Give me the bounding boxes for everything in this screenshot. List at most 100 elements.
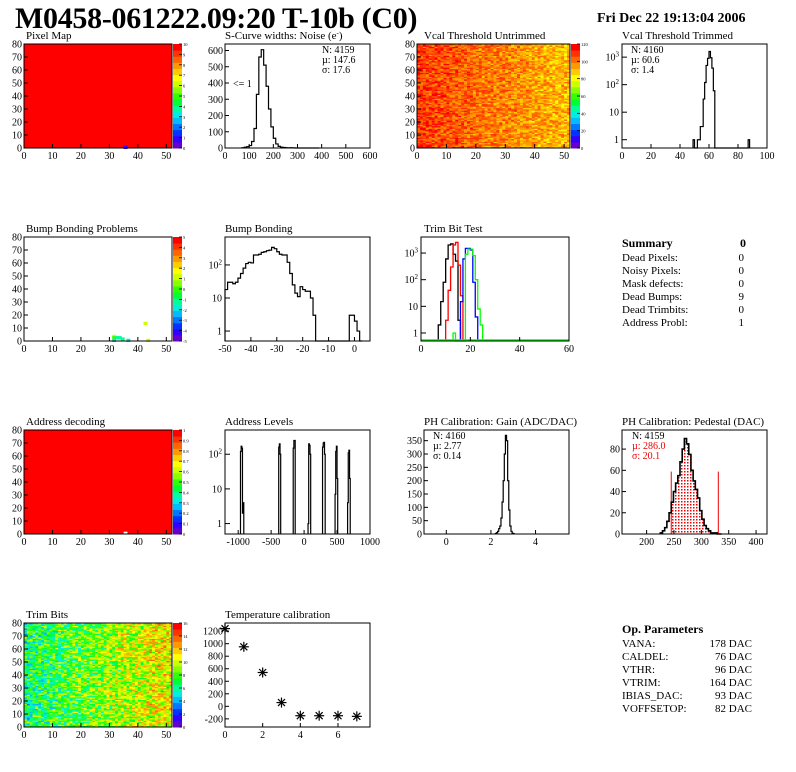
colorbar-swatch: [173, 485, 182, 492]
x-tick-label: 60: [564, 344, 574, 355]
y-tick-label: 20: [12, 311, 22, 322]
y-tick-label: 350: [407, 436, 422, 447]
x-tick-label: 40: [675, 151, 685, 162]
plot-frame: [24, 237, 172, 341]
colorbar-swatch: [173, 117, 182, 124]
y-tick-label: 100: [407, 503, 422, 514]
y-tick-label: 20: [12, 504, 22, 515]
x-tick-label: 350: [721, 537, 736, 548]
y-tick-label: 10: [12, 324, 22, 335]
colorbar-tick-label: 9: [183, 52, 186, 57]
y-tick-label: 50: [12, 79, 22, 90]
colorbar-tick-label: 10: [183, 42, 188, 47]
x-tick-label: 10: [47, 344, 57, 355]
x-tick-label: 40: [133, 537, 143, 548]
x-tick-label: 10: [47, 537, 57, 548]
x-tick-label: -20: [296, 344, 309, 355]
plot-title: Vcal Threshold Untrimmed: [424, 30, 546, 42]
colorbar-swatch: [571, 44, 580, 51]
histogram-line: [495, 435, 514, 534]
colorbar-swatch: [173, 448, 182, 455]
x-tick-label: 300: [694, 537, 709, 548]
x-tick-label: 0: [444, 537, 449, 548]
colorbar-swatch: [173, 130, 182, 137]
y-tick-label: 10: [12, 131, 22, 142]
colorbar-swatch: [571, 62, 580, 69]
y-tick-exp: 2: [219, 258, 223, 266]
colorbar-swatch: [173, 454, 182, 461]
colorbar-tick-label: 0: [183, 532, 186, 537]
colorbar-tick-label: 0.9: [183, 438, 189, 443]
colorbar-tick-label: 2: [183, 125, 185, 130]
y-tick-label: 0: [417, 530, 422, 541]
x-tick-label: 20: [646, 151, 656, 162]
y-tick-label: 40: [610, 487, 620, 498]
heatmap-cell: [126, 339, 130, 342]
colorbar-tick-label: 0: [183, 146, 186, 151]
y-tick-label: 80: [12, 426, 22, 437]
x-tick-label: 20: [76, 344, 86, 355]
x-tick-label: 20: [76, 537, 86, 548]
colorbar-tick-label: 0.3: [183, 501, 189, 506]
colorbar-swatch: [571, 75, 580, 82]
x-tick-label: 200: [639, 537, 654, 548]
x-tick-label: 400: [314, 151, 329, 162]
y-tick-label: 20: [405, 118, 415, 129]
colorbar-tick-label: 0.1: [183, 522, 189, 527]
plot-title: Pixel Map: [26, 30, 72, 42]
x-tick-label: 250: [666, 537, 681, 548]
colorbar-swatch: [571, 50, 580, 57]
colorbar-tick-label: 4: [183, 104, 186, 109]
y-tick-label: 1: [217, 519, 222, 530]
colorbar-swatch: [173, 87, 182, 94]
x-tick-label: 30: [104, 344, 114, 355]
y-tick-label: 102: [606, 78, 620, 91]
colorbar-tick-label: 0: [183, 287, 186, 292]
colorbar-tick-label: 80: [581, 77, 586, 82]
x-tick-label: 100: [242, 151, 257, 162]
y-tick-label: 10: [405, 131, 415, 142]
colorbar-swatch: [173, 310, 182, 317]
y-tick-label: 150: [407, 490, 422, 501]
colorbar-tick-label: 2: [183, 266, 185, 271]
y-tick-label: 0: [410, 144, 415, 155]
colorbar-tick-label: 8: [183, 63, 186, 68]
y-tick-label: 40: [12, 478, 22, 489]
histogram-series-black: [438, 244, 460, 341]
colorbar-swatch: [571, 99, 580, 106]
colorbar-swatch: [571, 124, 580, 131]
y-tick-label: 60: [405, 66, 415, 77]
colorbar-tick-label: 4: [183, 245, 186, 250]
colorbar-swatch: [173, 44, 182, 51]
colorbar-swatch: [173, 335, 182, 342]
colorbar-tick-label: 60: [581, 94, 586, 99]
y-tick-label: 80: [12, 40, 22, 51]
y-tick-exp: 2: [219, 448, 223, 456]
x-tick-label: 0: [22, 537, 27, 548]
colorbar-swatch: [571, 56, 580, 63]
colorbar-tick-label: -4: [183, 329, 187, 334]
histogram-peak: [240, 446, 243, 534]
colorbar-tick-label: 0.8: [183, 449, 189, 454]
y-tick-label: 102: [209, 258, 223, 271]
heatmap-cells: [417, 44, 570, 148]
colorbar-tick-label: 120: [581, 42, 589, 47]
x-tick-label: 600: [363, 151, 378, 162]
y-tick-label: 10: [609, 108, 619, 119]
histogram-peak: [293, 440, 295, 534]
x-tick-label: 20: [471, 151, 481, 162]
y-tick-label: 20: [12, 118, 22, 129]
plot-title: Bump Bonding: [225, 223, 293, 235]
y-tick-label: 100: [208, 127, 223, 138]
y-tick-label: 80: [405, 40, 415, 51]
x-tick-label: 50: [161, 537, 171, 548]
x-tick-label: 50: [161, 344, 171, 355]
y-tick-label: 30: [405, 105, 415, 116]
x-tick-label: 80: [733, 151, 743, 162]
heatmap-cells: [24, 623, 172, 727]
colorbar-swatch: [173, 99, 182, 106]
colorbar-swatch: [173, 249, 182, 256]
x-tick-label: 30: [500, 151, 510, 162]
histogram-peak: [323, 442, 326, 534]
y-tick-label: 40: [12, 92, 22, 103]
